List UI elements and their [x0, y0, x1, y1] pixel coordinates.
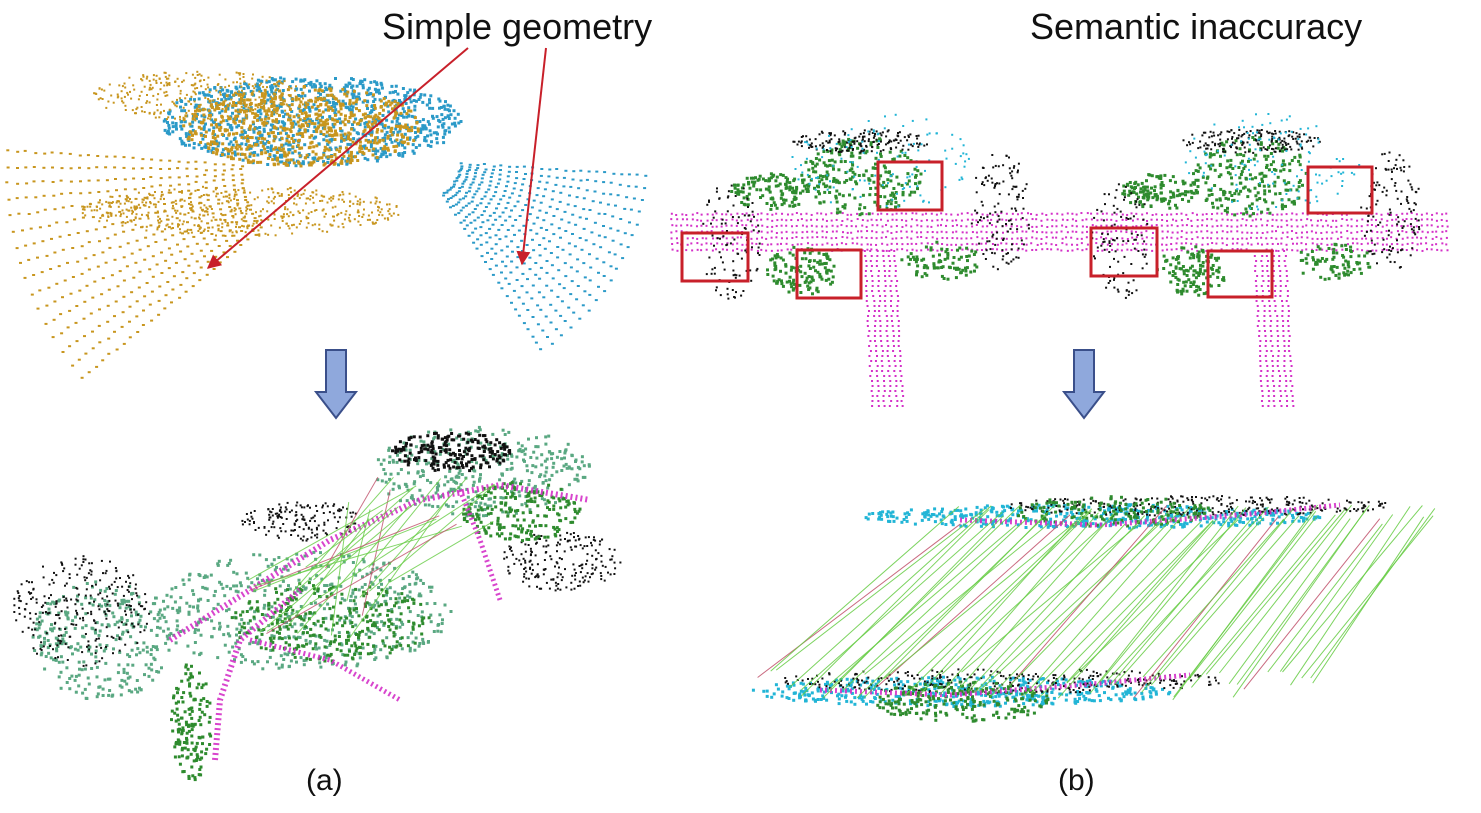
error-box [1206, 249, 1274, 299]
subfigure-label-b: (b) [1058, 764, 1095, 797]
sparse-scan-pair-pointcloud [5, 70, 648, 379]
registration-result-b [751, 495, 1436, 723]
annotation-arrow-right [516, 47, 547, 266]
down-arrow-a [313, 349, 359, 420]
subfigure-label-a: (a) [306, 764, 343, 797]
down-arrow-b [1061, 349, 1107, 420]
semantic-scan-left-pointcloud [670, 113, 1059, 407]
error-box [795, 248, 863, 300]
registration-result-a [13, 425, 622, 782]
error-box [680, 231, 750, 283]
annotation-arrow-left [206, 47, 469, 269]
error-box [876, 160, 944, 212]
semantic-scan-right-pointcloud [1060, 113, 1449, 407]
error-box [1306, 165, 1374, 215]
annotation-simple-geometry: Simple geometry [382, 6, 653, 47]
annotation-semantic-inaccuracy: Semantic inaccuracy [1030, 6, 1363, 47]
error-box [1089, 226, 1159, 278]
error-boxes [680, 160, 1374, 300]
